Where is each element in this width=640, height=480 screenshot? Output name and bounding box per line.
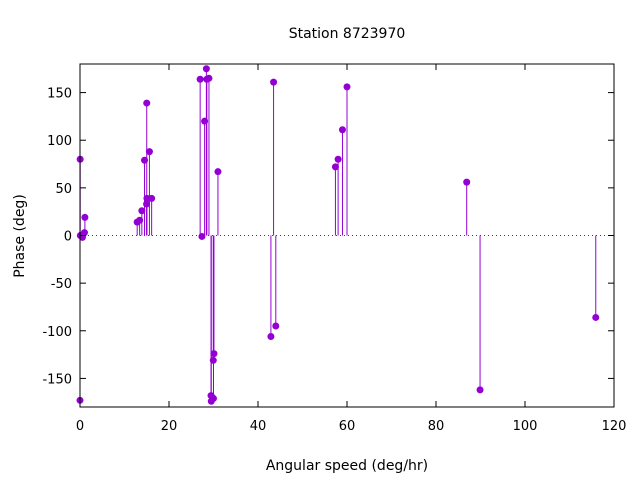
y-tick-label: 50 <box>55 182 72 197</box>
data-point <box>201 117 209 125</box>
data-point <box>210 394 217 402</box>
data-point <box>143 200 151 208</box>
impulse-layer <box>79 68 597 402</box>
y-tick-label: -100 <box>42 325 72 340</box>
y-tick-label: 0 <box>64 230 72 245</box>
x-tick-label: 20 <box>161 419 178 434</box>
data-point <box>198 232 206 240</box>
data-point <box>202 65 210 73</box>
y-tick-label: 100 <box>47 134 72 149</box>
x-tick-label: 40 <box>250 419 267 434</box>
x-tick-label: 80 <box>428 419 445 434</box>
data-point <box>214 168 222 176</box>
data-point <box>196 75 204 83</box>
data-point <box>343 83 351 91</box>
x-tick-label: 100 <box>513 419 538 434</box>
data-point <box>463 178 471 186</box>
x-tick-label: 60 <box>339 419 356 434</box>
data-point <box>209 356 217 364</box>
data-point <box>145 148 153 156</box>
y-axis-label: Phase (deg) <box>12 194 28 278</box>
y-tick-label: -150 <box>42 372 72 387</box>
x-tick-label: 120 <box>602 419 627 434</box>
x-axis-label: Angular speed (deg/hr) <box>266 458 428 474</box>
data-point <box>267 332 275 340</box>
data-point <box>138 207 146 215</box>
data-point <box>272 322 280 330</box>
y-tick-label: 150 <box>47 87 72 102</box>
data-point <box>270 78 278 86</box>
x-axis-ticks: 0 20 40 60 80 100 120 <box>76 64 627 434</box>
data-point <box>476 386 484 394</box>
y-axis-ticks: -150 -100 -50 0 50 100 150 <box>42 87 614 387</box>
data-point <box>136 216 144 224</box>
chart-title: Station 8723970 <box>289 26 406 42</box>
data-point <box>143 99 151 107</box>
data-point <box>205 74 213 82</box>
data-point <box>338 126 346 134</box>
y-tick-label: -50 <box>51 277 72 292</box>
data-point <box>148 194 156 202</box>
data-point <box>80 229 88 237</box>
x-tick-label: 0 <box>76 419 84 434</box>
data-point <box>210 350 218 358</box>
data-point <box>81 213 89 221</box>
data-point <box>334 155 342 163</box>
data-point <box>331 163 339 171</box>
data-point <box>141 156 149 164</box>
data-point <box>592 313 600 321</box>
